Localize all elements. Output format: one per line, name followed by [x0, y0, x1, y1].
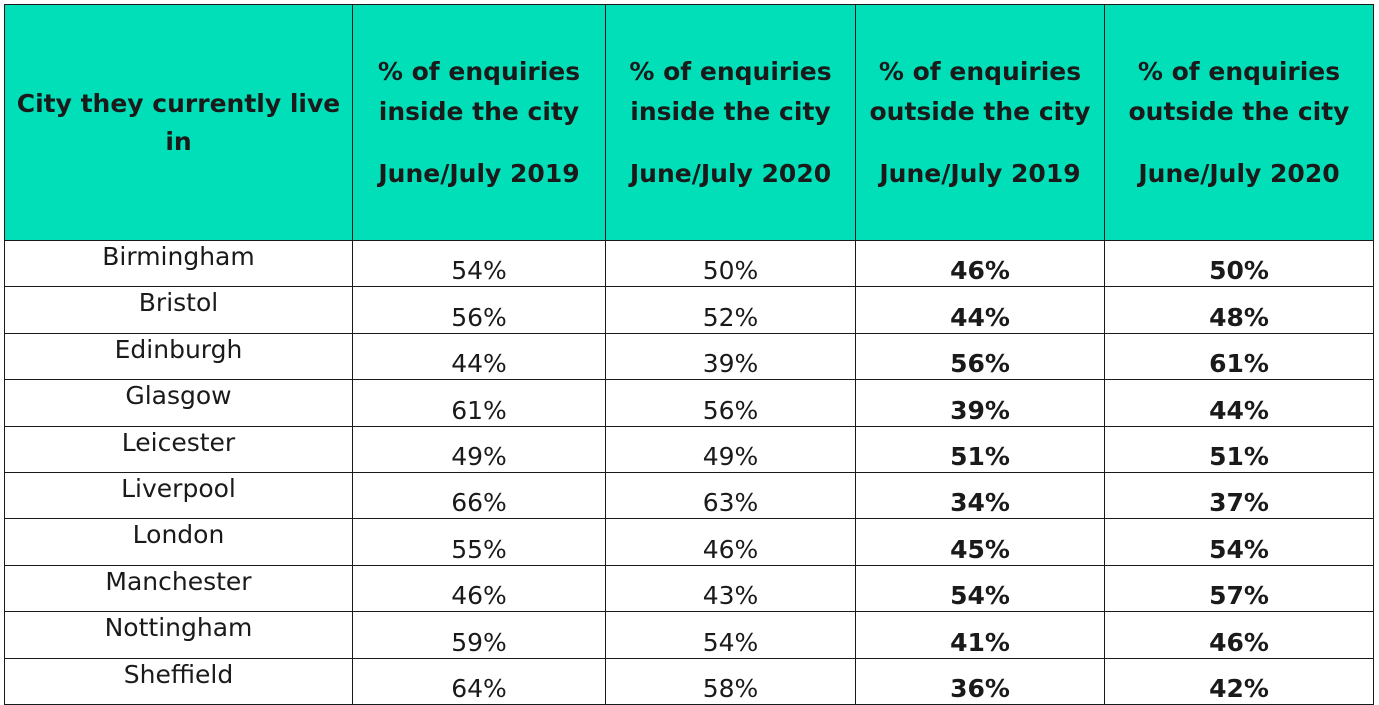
outside-2019-cell: 46%	[855, 239, 1105, 288]
table-row: Manchester 46% 43% 54% 57%	[4, 564, 1374, 613]
table-row: Nottingham 59% 54% 41% 46%	[4, 611, 1374, 659]
outside-2020-cell: 37%	[1104, 471, 1374, 520]
city-cell: Birmingham	[4, 239, 353, 288]
header-city: City they currently live in	[4, 4, 353, 241]
inside-2020-cell: 50%	[605, 239, 856, 288]
outside-2019-cell: 39%	[855, 379, 1105, 427]
inside-2019-cell: 46%	[352, 564, 606, 613]
header-period: June/July 2019	[879, 158, 1081, 188]
inside-2020-cell: 54%	[605, 611, 856, 659]
table-row: Sheffield 64% 58% 36% 42%	[4, 657, 1374, 705]
header-inside-2020: % of enquiries inside the city June/July…	[605, 4, 856, 241]
header-period: June/July 2020	[629, 158, 832, 188]
inside-2019-cell: 66%	[352, 471, 606, 520]
table-row: Glasgow 61% 56% 39% 44%	[4, 379, 1374, 427]
header-period: June/July 2020	[1138, 158, 1340, 188]
city-cell: Sheffield	[4, 657, 353, 705]
inside-2020-cell: 63%	[605, 471, 856, 520]
inside-2019-cell: 49%	[352, 425, 606, 473]
city-cell: Leicester	[4, 425, 353, 473]
table-row: Bristol 56% 52% 44% 48%	[4, 286, 1374, 334]
table-row: Birmingham 54% 50% 46% 50%	[4, 239, 1374, 288]
inside-2020-cell: 58%	[605, 657, 856, 705]
inside-2019-cell: 55%	[352, 518, 606, 566]
outside-2019-cell: 54%	[855, 564, 1105, 613]
outside-2020-cell: 44%	[1104, 379, 1374, 427]
table-row: London 55% 46% 45% 54%	[4, 518, 1374, 566]
outside-2019-cell: 41%	[855, 611, 1105, 659]
city-cell: London	[4, 518, 353, 566]
outside-2020-cell: 42%	[1104, 657, 1374, 705]
outside-2019-cell: 56%	[855, 332, 1105, 381]
inside-2020-cell: 39%	[605, 332, 856, 381]
enquiries-table: City they currently live in % of enquiri…	[4, 4, 1374, 705]
outside-2019-cell: 44%	[855, 286, 1105, 334]
city-cell: Nottingham	[4, 611, 353, 659]
inside-2020-cell: 46%	[605, 518, 856, 566]
outside-2020-cell: 54%	[1104, 518, 1374, 566]
outside-2020-cell: 57%	[1104, 564, 1374, 613]
outside-2020-cell: 51%	[1104, 425, 1374, 473]
inside-2020-cell: 52%	[605, 286, 856, 334]
outside-2020-cell: 46%	[1104, 611, 1374, 659]
inside-2019-cell: 54%	[352, 239, 606, 288]
inside-2019-cell: 59%	[352, 611, 606, 659]
city-cell: Edinburgh	[4, 332, 353, 381]
city-cell: Manchester	[4, 564, 353, 613]
outside-2020-cell: 50%	[1104, 239, 1374, 288]
header-label: % of enquiries outside the city	[1128, 56, 1350, 126]
header-period: June/July 2019	[378, 158, 580, 188]
inside-2020-cell: 49%	[605, 425, 856, 473]
inside-2020-cell: 56%	[605, 379, 856, 427]
header-outside-2020: % of enquiries outside the city June/Jul…	[1104, 4, 1374, 241]
table-body: Birmingham 54% 50% 46% 50% Bristol 56% 5…	[4, 239, 1374, 705]
city-cell: Liverpool	[4, 471, 353, 520]
table-header: City they currently live in % of enquiri…	[4, 4, 1374, 241]
city-cell: Glasgow	[4, 379, 353, 427]
inside-2019-cell: 44%	[352, 332, 606, 381]
header-label: % of enquiries outside the city	[869, 56, 1091, 126]
outside-2019-cell: 34%	[855, 471, 1105, 520]
inside-2019-cell: 64%	[352, 657, 606, 705]
header-label: % of enquiries inside the city	[377, 56, 581, 126]
inside-2019-cell: 56%	[352, 286, 606, 334]
inside-2019-cell: 61%	[352, 379, 606, 427]
outside-2019-cell: 45%	[855, 518, 1105, 566]
outside-2019-cell: 51%	[855, 425, 1105, 473]
header-label: % of enquiries inside the city	[629, 56, 832, 126]
table-row: Liverpool 66% 63% 34% 37%	[4, 471, 1374, 520]
city-cell: Bristol	[4, 286, 353, 334]
inside-2020-cell: 43%	[605, 564, 856, 613]
table-row: Leicester 49% 49% 51% 51%	[4, 425, 1374, 473]
header-inside-2019: % of enquiries inside the city June/July…	[352, 4, 606, 241]
outside-2020-cell: 48%	[1104, 286, 1374, 334]
header-row: City they currently live in % of enquiri…	[4, 4, 1374, 241]
outside-2019-cell: 36%	[855, 657, 1105, 705]
outside-2020-cell: 61%	[1104, 332, 1374, 381]
table-row: Edinburgh 44% 39% 56% 61%	[4, 332, 1374, 381]
header-outside-2019: % of enquiries outside the city June/Jul…	[855, 4, 1105, 241]
